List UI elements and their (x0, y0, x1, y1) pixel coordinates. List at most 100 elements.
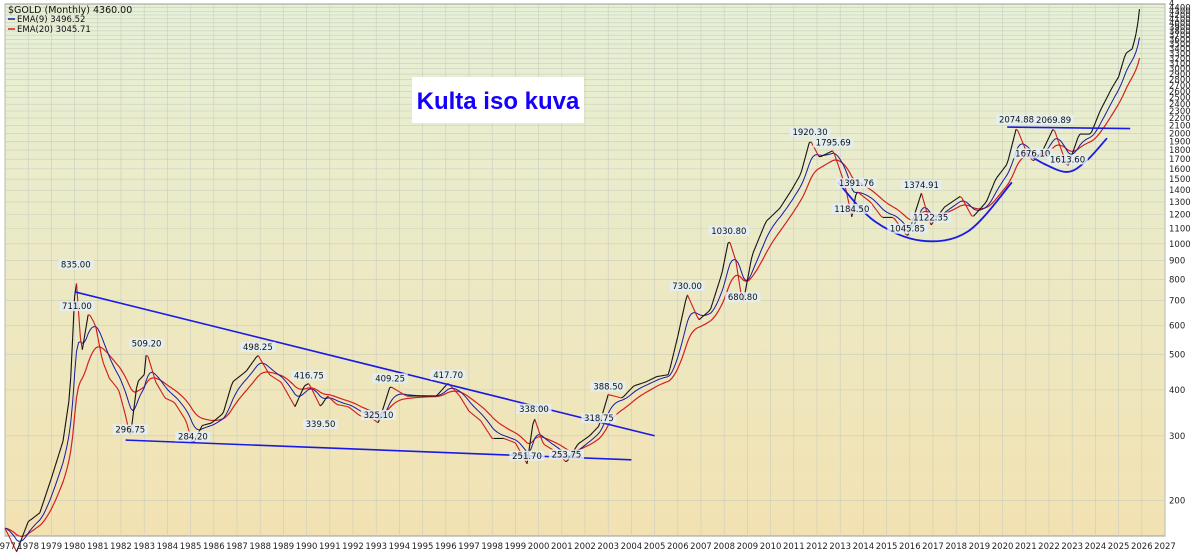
price-bar (290, 399, 294, 404)
price-bar (304, 384, 307, 387)
annotation-box (430, 370, 466, 381)
price-bar (671, 352, 675, 361)
price-bar (795, 179, 799, 183)
price-bar (280, 382, 284, 387)
price-bar (27, 519, 31, 523)
x-tick-label: 1977 (0, 542, 16, 552)
x-tick-label: 2026 (1131, 542, 1153, 552)
price-bar (1077, 133, 1081, 138)
price-bar (686, 294, 690, 300)
price-bar (476, 417, 480, 420)
price-bar (783, 198, 787, 202)
price-bar (174, 403, 178, 407)
price-bar (141, 374, 145, 378)
price-bar (714, 290, 717, 297)
price-annotation: 388.50 (593, 383, 623, 393)
annotation-box (548, 449, 585, 460)
price-bar (81, 337, 85, 350)
price-annotation: 1676.10 (1015, 149, 1050, 159)
price-bar (959, 196, 963, 199)
price-bar (723, 252, 727, 263)
price-bar (950, 201, 953, 204)
y-tick-label: 3700 (1169, 31, 1191, 41)
price-bar (635, 384, 638, 386)
price-bar (145, 354, 149, 358)
y-tick-label: 300 (1169, 432, 1185, 442)
price-bar (29, 518, 33, 521)
price-bar (822, 154, 825, 157)
legend-ema20: EMA(20) 3045.71 (17, 25, 91, 35)
price-annotation: 1374.91 (904, 181, 939, 191)
price-bar (275, 378, 278, 381)
price-bar (228, 385, 232, 393)
y-tick-label: 1400 (1169, 186, 1191, 196)
price-bar (169, 399, 172, 402)
y-tick-label: 2500 (1169, 94, 1191, 104)
y-tick-label: 600 (1169, 321, 1185, 331)
price-bar (694, 311, 698, 317)
price-bar (135, 380, 139, 389)
price-bar (996, 174, 1000, 178)
price-bar (516, 446, 520, 451)
price-bar (226, 392, 230, 400)
price-bar (752, 247, 756, 253)
annotation-box (901, 180, 942, 191)
price-bar (642, 381, 646, 384)
price-bar (893, 218, 897, 222)
price-bar (25, 521, 29, 527)
price-bar (238, 374, 242, 378)
x-tick-label: 1997 (458, 542, 480, 552)
price-bar (627, 390, 630, 393)
x-tick-label: 2012 (806, 542, 828, 552)
price-bar (590, 432, 594, 435)
x-tick-label: 1992 (342, 542, 364, 552)
price-bar (586, 435, 590, 439)
price-bar (478, 418, 481, 422)
price-bar (1096, 112, 1100, 118)
price-bar (271, 375, 275, 378)
price-bar (797, 175, 801, 180)
price-bar (171, 400, 174, 403)
price-bar (1017, 131, 1021, 137)
price-bar (806, 142, 810, 150)
x-tick-label: 2008 (713, 542, 735, 552)
price-bar (288, 396, 292, 401)
price-bar (830, 150, 833, 153)
price-bar (455, 390, 458, 394)
price-bar (507, 439, 510, 442)
price-bar (405, 394, 408, 397)
x-tick-label: 1996 (435, 542, 457, 552)
price-bar (482, 423, 485, 427)
price-bar (514, 442, 518, 447)
price-annotation: 416.75 (294, 371, 324, 381)
y-tick-label: 200 (1169, 496, 1185, 506)
y-tick-label: 1900 (1169, 137, 1191, 147)
price-bar (746, 269, 750, 281)
price-bar (383, 399, 387, 407)
price-bar (768, 216, 771, 220)
price-bar (460, 398, 464, 402)
price-bar (799, 170, 803, 177)
price-bar (213, 419, 217, 422)
price-bar (710, 302, 714, 310)
price-bar (311, 390, 315, 395)
price-bar (159, 388, 163, 393)
price-bar (489, 435, 493, 439)
annotation-box (831, 203, 872, 214)
price-bar (1094, 117, 1098, 123)
price-bar (538, 430, 542, 437)
y-tick-label: 4300 (1169, 7, 1191, 17)
price-bar (8, 535, 12, 541)
price-bar (331, 399, 335, 403)
price-bar (1004, 164, 1007, 168)
price-bar (944, 205, 947, 208)
annotation-box (58, 259, 94, 270)
price-bar (263, 365, 267, 370)
price-bar (953, 198, 957, 201)
price-bar (317, 401, 321, 407)
price-bar (234, 378, 238, 381)
annotation-box (836, 178, 877, 189)
price-bar (118, 391, 122, 399)
price-bar (236, 376, 240, 379)
price-bar (1054, 130, 1058, 137)
